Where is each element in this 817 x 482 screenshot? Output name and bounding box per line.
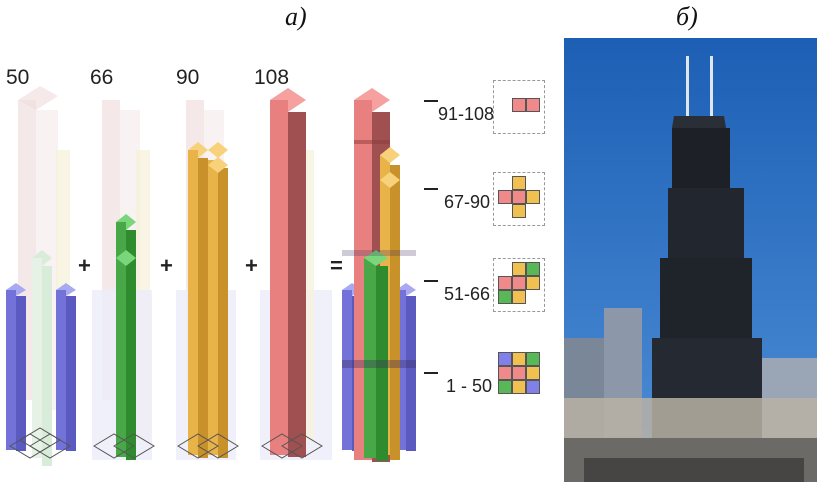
key-cell: [526, 290, 540, 304]
floor-key-frame-3: [493, 258, 545, 312]
floor-key-51-66: [498, 262, 540, 304]
key-cell: [512, 262, 526, 276]
equals-sign: =: [330, 253, 343, 278]
skyscraper-photo: [564, 38, 817, 482]
bundled-tube-diagram: [6, 86, 416, 466]
range-tick-2: [424, 188, 438, 190]
plus-sign-2: +: [160, 253, 173, 278]
tower-result: [342, 88, 416, 462]
key-cell: [512, 176, 526, 190]
key-cell: [526, 190, 540, 204]
key-cell: [526, 352, 540, 366]
key-cell: [526, 176, 540, 190]
key-cell: [526, 276, 540, 290]
height-label-50: 50: [6, 66, 30, 89]
floor-key-1-50: [498, 352, 540, 394]
key-cell: [512, 366, 526, 380]
height-label-66: 66: [90, 66, 114, 89]
key-cell: [498, 112, 512, 126]
panel-label-a: а): [285, 2, 307, 31]
key-cell: [498, 190, 512, 204]
range-tick-1: [424, 100, 438, 102]
key-cell: [526, 380, 540, 394]
floor-key-67-90: [498, 176, 540, 218]
plus-sign-1: +: [78, 253, 91, 278]
tower-step-108: [260, 88, 332, 460]
tower-step-90: [176, 100, 239, 460]
key-cell: [512, 290, 526, 304]
key-cell: [512, 98, 526, 112]
key-cell: [498, 380, 512, 394]
key-cell: [512, 112, 526, 126]
height-label-90: 90: [176, 66, 200, 89]
key-cell: [526, 84, 540, 98]
range-label-1-50: 1 - 50: [446, 376, 493, 396]
key-cell: [498, 366, 512, 380]
key-cell: [498, 204, 512, 218]
key-cell: [498, 276, 512, 290]
plus-sign-3: +: [245, 253, 258, 278]
skyscraper-illustration: [564, 38, 817, 482]
tower-step-66: [92, 100, 155, 460]
floor-key-91-108: [498, 84, 540, 126]
tower-step-50: [6, 86, 76, 466]
floor-key-frame-2: [493, 172, 545, 226]
key-cell: [498, 262, 512, 276]
range-tick-3: [424, 280, 438, 282]
key-cell: [498, 176, 512, 190]
height-label-108: 108: [254, 66, 290, 89]
range-tick-4: [424, 372, 438, 374]
key-cell: [526, 366, 540, 380]
key-cell: [498, 352, 512, 366]
key-cell: [526, 204, 540, 218]
key-cell: [526, 98, 540, 112]
key-cell: [512, 380, 526, 394]
range-label-91-108: 91-108: [438, 104, 495, 124]
key-cell: [498, 290, 512, 304]
key-cell: [498, 98, 512, 112]
key-cell: [512, 190, 526, 204]
key-cell: [512, 204, 526, 218]
panel-label-b: б): [676, 2, 698, 31]
range-label-51-66: 51-66: [444, 284, 491, 304]
key-cell: [512, 84, 526, 98]
floor-key-frame-1: [493, 80, 545, 134]
key-cell: [498, 84, 512, 98]
range-label-67-90: 67-90: [444, 192, 491, 212]
key-cell: [512, 276, 526, 290]
key-cell: [526, 112, 540, 126]
key-cell: [512, 352, 526, 366]
key-cell: [526, 262, 540, 276]
